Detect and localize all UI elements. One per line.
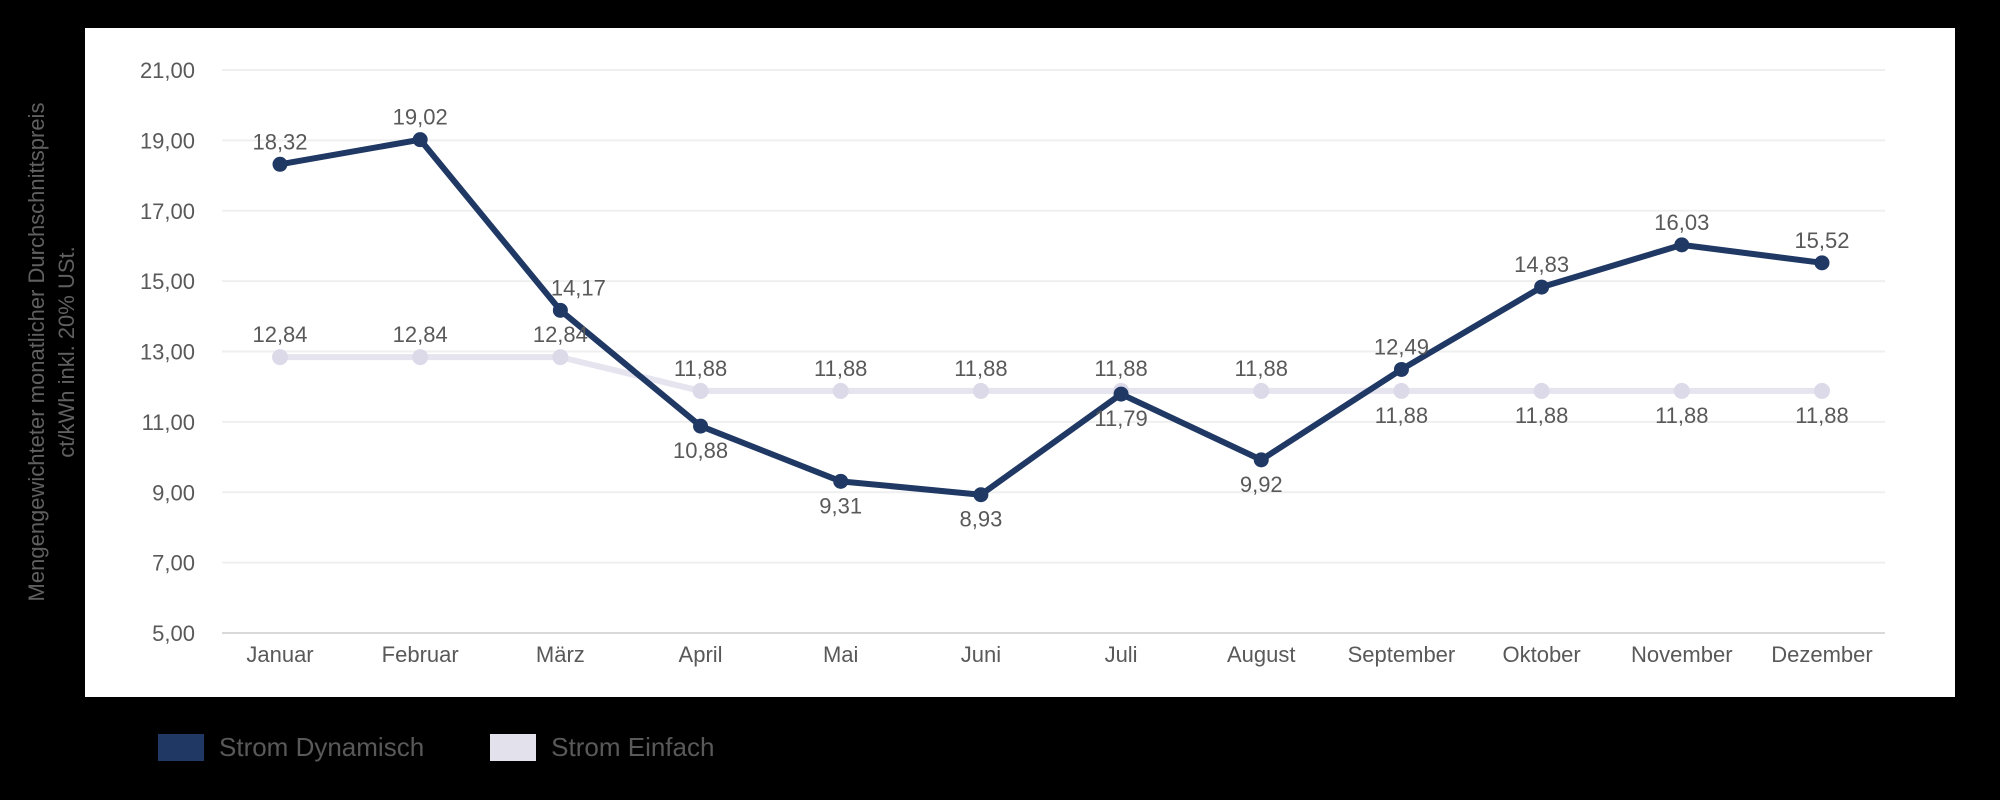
y-tick-label: 15,00 — [140, 269, 195, 294]
y-axis-title: Mengengewichteter monatlicher Durchschni… — [22, 42, 82, 662]
legend-label-dynamisch: Strom Dynamisch — [219, 732, 425, 762]
data-label: 11,88 — [674, 356, 727, 381]
series-line-0 — [277, 136, 1825, 498]
data-point — [1813, 382, 1830, 399]
legend-swatch-einfach-icon — [490, 734, 537, 761]
data-point — [1113, 386, 1129, 402]
data-label: 8,93 — [959, 507, 1002, 532]
data-point — [1674, 237, 1690, 253]
data-point — [1253, 382, 1270, 399]
data-point — [1393, 382, 1410, 399]
data-point — [272, 156, 288, 172]
data-label: 14,83 — [1514, 252, 1569, 277]
data-label: 9,92 — [1240, 472, 1283, 497]
data-label: 11,88 — [1655, 403, 1708, 428]
chart-panel: 21,00 19,00 17,00 15,00 13,00 11,00 9,00 7,00 5,… — [85, 28, 1955, 697]
x-tick-label: Mai — [823, 642, 858, 667]
x-tick-label: Oktober — [1502, 642, 1580, 667]
chart-canvas: 21,00 19,00 17,00 15,00 13,00 11,00 9,00 7,00 5,… — [140, 58, 1885, 667]
legend-item-strom-einfach: Strom Einfach — [490, 732, 714, 763]
data-label: 11,88 — [814, 356, 867, 381]
y-tick-label: 9,00 — [152, 480, 195, 505]
x-tick-label: November — [1631, 642, 1732, 667]
data-point — [832, 382, 849, 399]
legend-item-strom-dynamisch: Strom Dynamisch — [158, 732, 424, 763]
y-tick-label: 21,00 — [140, 58, 195, 83]
y-tick-label: 19,00 — [140, 128, 195, 153]
data-label: 19,02 — [393, 105, 448, 130]
data-label: 11,88 — [1235, 356, 1288, 381]
data-point — [693, 418, 709, 434]
data-point — [1253, 452, 1269, 468]
x-tick-label: Juni — [961, 642, 1001, 667]
data-point — [552, 302, 568, 318]
data-label: 10,88 — [673, 438, 728, 463]
data-label: 12,84 — [393, 322, 448, 347]
data-label: 15,52 — [1794, 228, 1849, 253]
data-label: 12,84 — [533, 322, 588, 347]
data-point — [272, 349, 288, 366]
legend-swatch-dynamisch-icon — [158, 734, 204, 761]
data-label: 9,31 — [819, 493, 862, 518]
x-tick-label: Februar — [382, 642, 459, 667]
data-point — [1534, 279, 1550, 295]
legend-label-einfach: Strom Einfach — [551, 732, 715, 762]
data-point — [412, 132, 428, 148]
data-point — [552, 349, 569, 366]
y-tick-label: 13,00 — [140, 340, 195, 365]
data-point — [973, 487, 989, 503]
y-tick-label: 17,00 — [140, 199, 195, 224]
series-line-1 — [277, 354, 1825, 394]
x-tick-label: August — [1227, 642, 1296, 667]
y-axis-title-line2: ct/kWh inkl. 20% USt. — [54, 246, 79, 458]
data-label: 12,84 — [252, 322, 307, 347]
data-point — [412, 349, 429, 366]
data-label: 11,88 — [954, 356, 1007, 381]
y-tick-label: 11,00 — [142, 410, 195, 435]
x-tick-label: April — [679, 642, 723, 667]
data-label: 18,32 — [252, 129, 307, 154]
data-label: 11,79 — [1094, 406, 1147, 431]
data-label: 14,17 — [551, 275, 606, 300]
y-tick-label: 7,00 — [152, 551, 195, 576]
data-point — [972, 382, 989, 399]
data-point — [692, 382, 709, 399]
x-tick-label: Juli — [1105, 642, 1138, 667]
data-point — [1814, 255, 1830, 271]
data-point — [1533, 382, 1550, 399]
data-point — [833, 473, 849, 489]
data-point — [1673, 382, 1690, 399]
data-label: 11,88 — [1094, 356, 1147, 381]
data-label: 16,03 — [1654, 210, 1709, 235]
data-label: 11,88 — [1795, 403, 1848, 428]
x-tick-label: Dezember — [1771, 642, 1872, 667]
data-label: 11,88 — [1515, 403, 1568, 428]
data-label: 11,88 — [1375, 403, 1428, 428]
y-axis-title-line1: Mengengewichteter monatlicher Durchschni… — [24, 102, 49, 602]
x-tick-label: September — [1348, 642, 1456, 667]
y-tick-label: 5,00 — [152, 621, 195, 646]
legend: Strom Dynamisch Strom Einfach — [158, 732, 714, 763]
data-point — [1393, 361, 1409, 377]
x-tick-label: März — [536, 642, 585, 667]
data-label: 12,49 — [1374, 334, 1429, 359]
x-tick-label: Januar — [246, 642, 313, 667]
